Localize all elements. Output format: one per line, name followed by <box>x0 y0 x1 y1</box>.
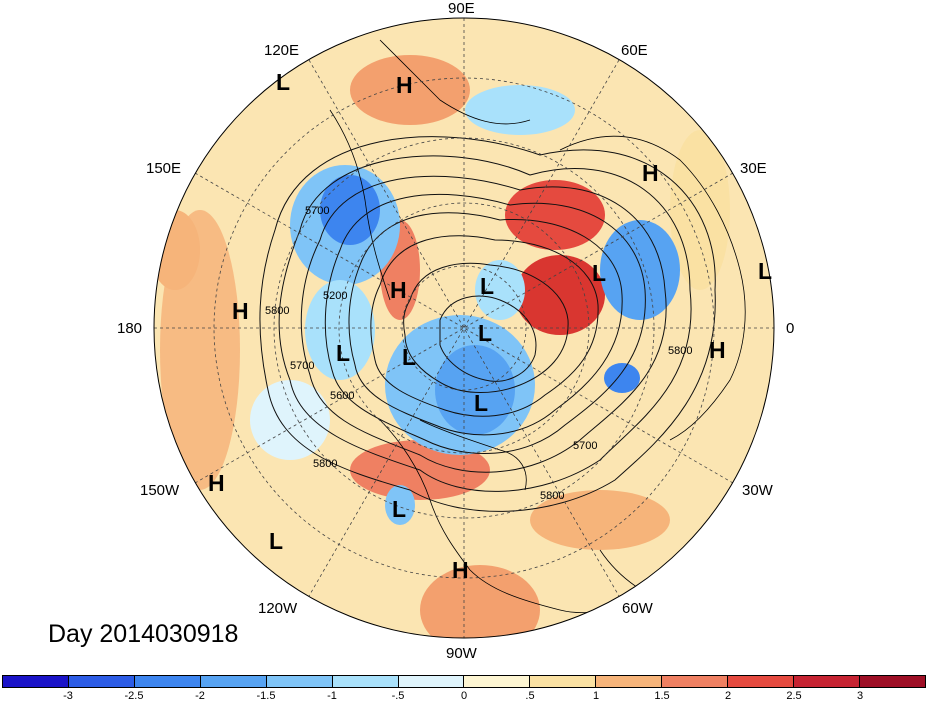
pressure-center-high: H <box>208 470 225 496</box>
lon-label-30w: 30W <box>742 482 773 499</box>
contour-label: 5800 <box>265 305 290 317</box>
colorbar-box <box>530 676 597 687</box>
lon-label-0: 0 <box>786 320 795 337</box>
pressure-center-low: L <box>474 390 489 416</box>
pressure-center-high: H <box>452 557 469 583</box>
lon-label-90w: 90W <box>446 645 477 662</box>
pressure-center-high: H <box>390 277 407 303</box>
pressure-center-low: L <box>269 528 284 554</box>
colorbar-box <box>662 676 729 687</box>
colorbar-tick-label: -.5 <box>391 690 405 702</box>
lon-label-120w: 120W <box>258 600 298 617</box>
lon-label-90e: 90E <box>448 0 475 17</box>
colorbar-box <box>266 676 333 687</box>
graticule <box>154 18 774 638</box>
colorbar-box <box>200 676 267 687</box>
lon-label-150w: 150W <box>140 482 180 499</box>
colorbar-tick-label: 2 <box>724 690 732 702</box>
contour-label: 5600 <box>330 390 355 402</box>
contour-label: 5700 <box>305 205 330 217</box>
colorbar-box <box>596 676 663 687</box>
colorbar-tick-label: -3 <box>63 690 73 702</box>
lon-label-120e: 120E <box>264 42 300 59</box>
contour-label: 5800 <box>540 490 565 502</box>
colorbar-box <box>332 676 399 687</box>
pressure-center-high: H <box>642 160 659 186</box>
colorbar-tick-label: 1.5 <box>654 690 670 702</box>
colorbar-box <box>134 676 201 687</box>
lon-label-150e: 150E <box>146 160 182 177</box>
contour-label: 5700 <box>573 440 598 452</box>
contour-label: 5700 <box>290 360 315 372</box>
colorbar-tick-label: -1.5 <box>256 690 276 702</box>
contour-label: 5800 <box>668 345 693 357</box>
contour-label: 5800 <box>313 458 338 470</box>
pressure-center-low: L <box>758 258 773 284</box>
day-label: Day 2014030918 <box>48 620 239 648</box>
lon-label-60e: 60E <box>621 42 648 59</box>
colorbar-tick-label: 0 <box>460 690 468 702</box>
colorbar-tick-label: 2.5 <box>786 690 802 702</box>
colorbar-box <box>728 676 795 687</box>
pressure-center-low: L <box>392 496 407 522</box>
pressure-center-high: H <box>396 72 413 98</box>
colorbar-box <box>859 676 925 687</box>
colorbar-box <box>398 676 465 687</box>
colorbar <box>2 675 926 688</box>
pressure-center-low: L <box>402 344 417 370</box>
colorbar-tick-label: -1 <box>327 690 337 702</box>
colorbar-box <box>794 676 860 687</box>
colorbar-tick-label: 1 <box>592 690 600 702</box>
pressure-center-low: L <box>592 260 607 286</box>
colorbar-box <box>68 676 135 687</box>
pressure-center-low: L <box>336 340 351 366</box>
height-contours <box>259 136 716 512</box>
pressure-center-low: L <box>480 273 495 299</box>
lon-label-180: 180 <box>117 320 143 337</box>
lon-label-30e: 30E <box>740 160 767 177</box>
pressure-center-high: H <box>232 298 249 324</box>
colorbar-box <box>464 676 531 687</box>
cold-anomalies <box>250 85 680 525</box>
colorbar-tick-label: .5 <box>525 690 535 702</box>
lon-label-60w: 60W <box>622 600 653 617</box>
colorbar-tick-label: -2.5 <box>124 690 144 702</box>
pressure-center-low: L <box>478 320 493 346</box>
colorbar-tick-label: -2 <box>195 690 205 702</box>
pressure-center-high: H <box>709 337 726 363</box>
colorbar-box <box>3 676 69 687</box>
contour-label: 5200 <box>323 290 348 302</box>
colorbar-tick-label: 3 <box>856 690 864 702</box>
pressure-center-low: L <box>276 69 291 95</box>
